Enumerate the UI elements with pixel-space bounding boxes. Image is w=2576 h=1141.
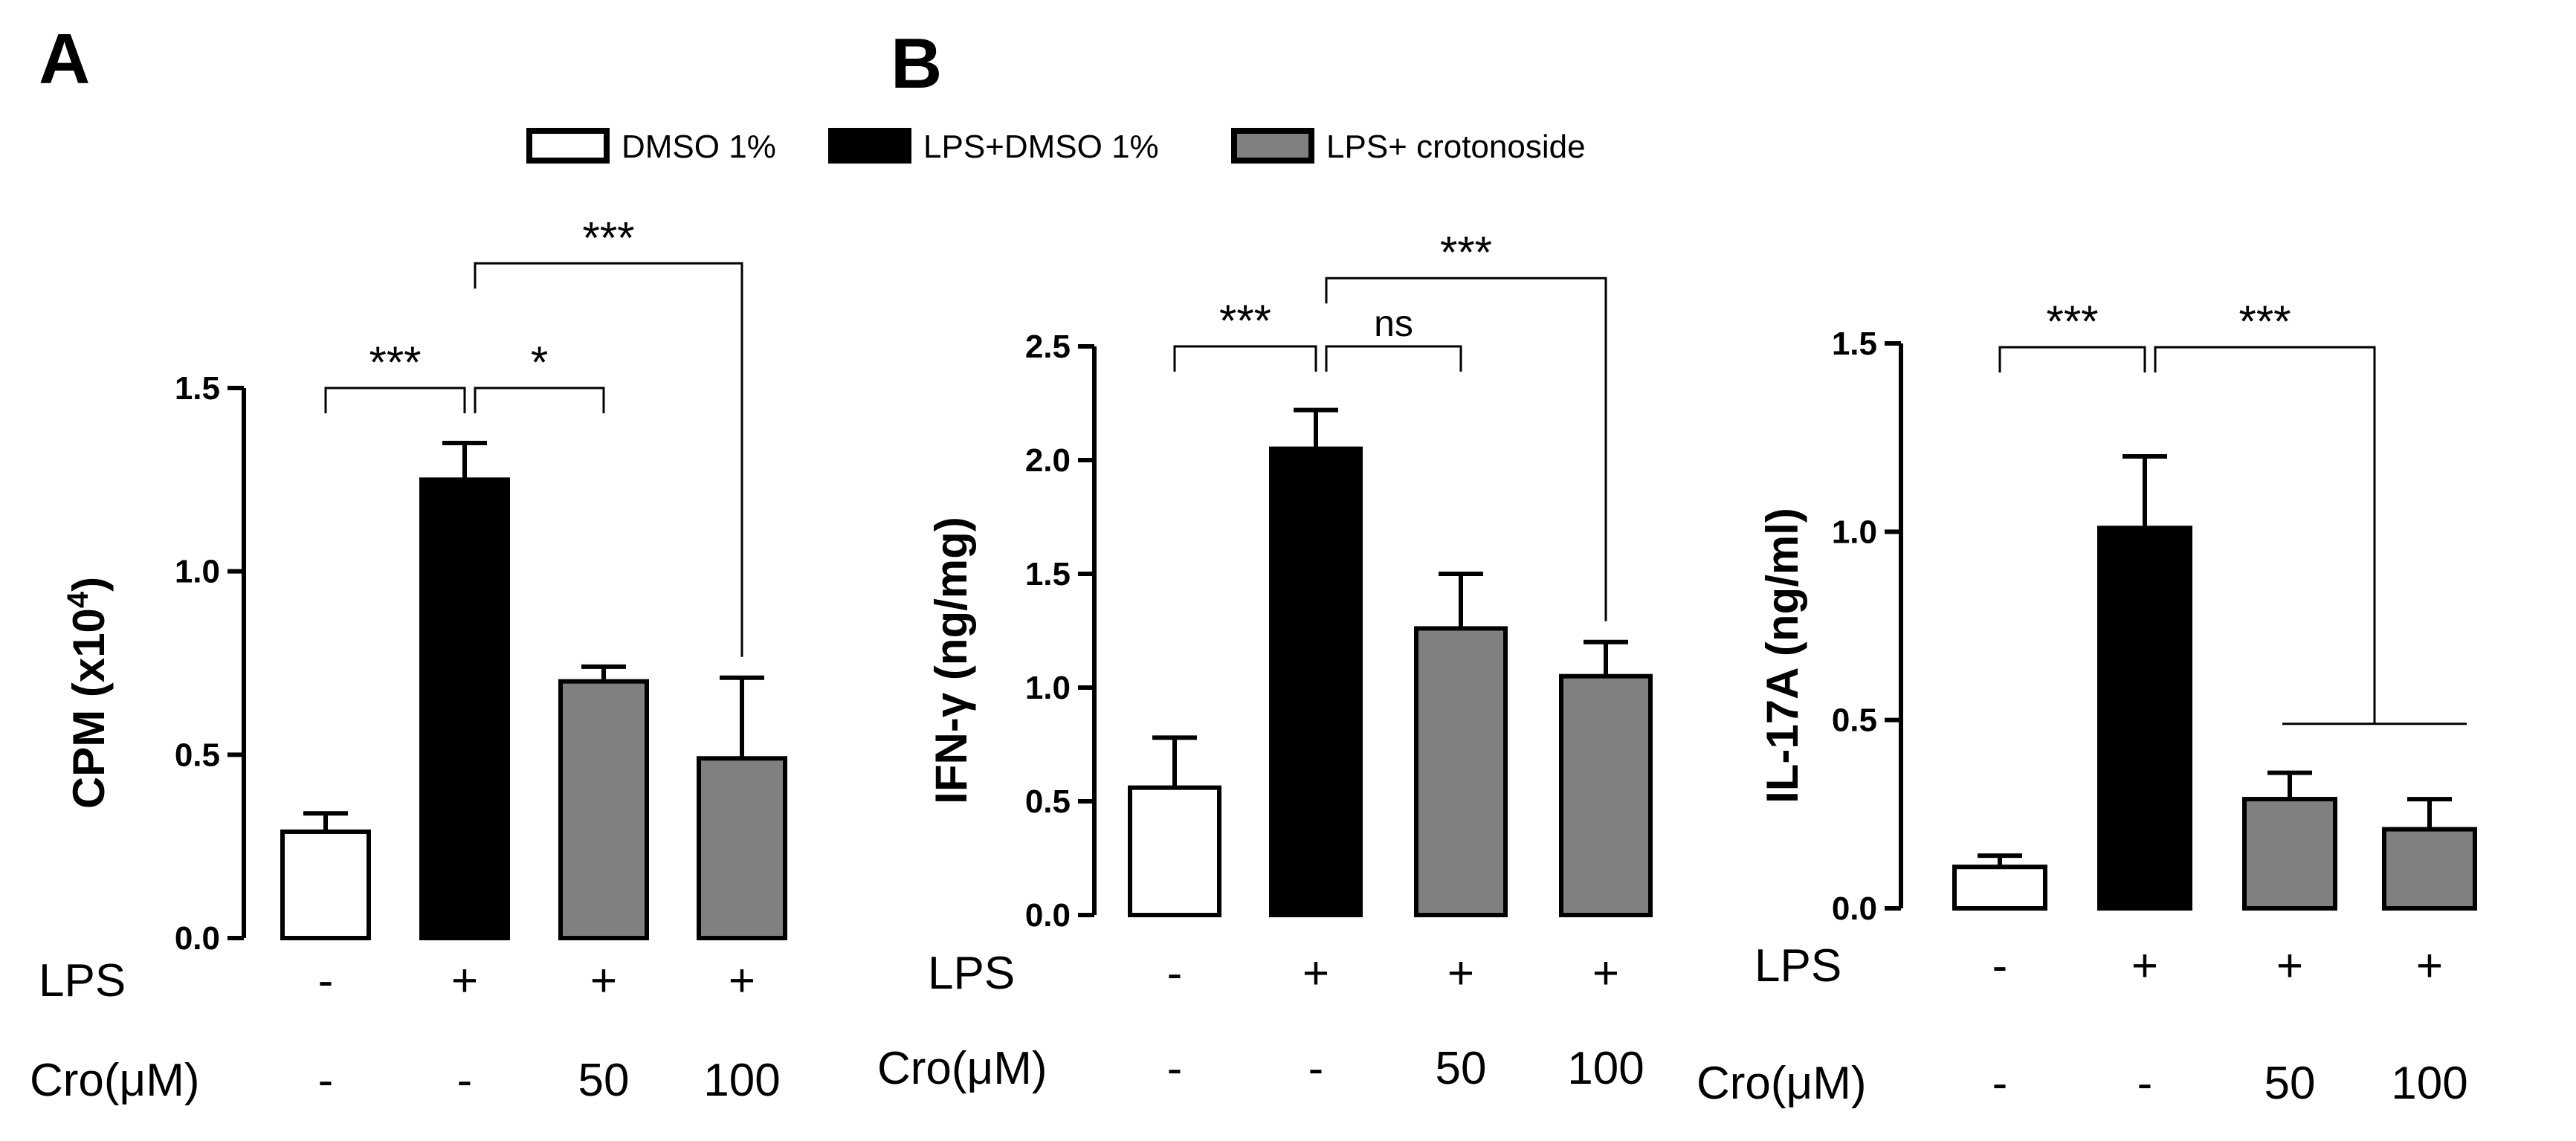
significance-label: ns — [1374, 303, 1413, 344]
significance-bracket — [324, 387, 466, 413]
panel-label-b: B — [891, 24, 942, 103]
bar — [697, 756, 787, 940]
cro-value: - — [1167, 1043, 1183, 1094]
cro-value: - — [1992, 1058, 2008, 1109]
significance-bracket — [1325, 345, 1462, 372]
lps-value: - — [1167, 948, 1183, 999]
lps-row-label: LPS — [1755, 940, 1841, 992]
cro-row-label: Cro(μM) — [1697, 1058, 1867, 1109]
cro-value: 100 — [2391, 1058, 2467, 1109]
lps-value: + — [2416, 940, 2443, 992]
bar — [1128, 785, 1221, 918]
significance-bracket — [1173, 345, 1317, 372]
significance-label: *** — [2046, 297, 2098, 346]
bar — [1952, 864, 2047, 911]
legend-swatch-lps-dmso — [828, 128, 911, 164]
y-tick-label: 1.0 — [175, 554, 220, 590]
lps-value: + — [1447, 948, 1474, 999]
chart-c: 0.0 0.5 1.0 1.5 IL-17A (ng/ml) *** *** LPS Cro(μ… — [1697, 297, 2477, 1109]
lps-row-label: LPS — [39, 955, 126, 1006]
significance-bracket — [2154, 346, 2376, 724]
y-tick-label: 0.5 — [175, 737, 220, 773]
y-axis-label-end: ) — [64, 577, 114, 592]
lps-value: + — [729, 955, 755, 1006]
bar — [1269, 446, 1363, 917]
y-tick-label: 1.5 — [1025, 556, 1071, 592]
cro-row-label: Cro(μM) — [877, 1043, 1047, 1094]
significance-label: *** — [2238, 297, 2291, 346]
y-axis-label: CPM (x104) — [62, 577, 114, 809]
legend-swatch-lps-crotonoside — [1231, 128, 1314, 164]
lps-value: + — [1302, 948, 1329, 999]
cro-value: 50 — [2265, 1058, 2316, 1109]
bar — [558, 679, 649, 941]
significance-bracket — [1998, 346, 2146, 373]
bar — [2382, 827, 2477, 911]
significance-bracket — [474, 262, 743, 657]
legend-label-lps-crotonoside: LPS+ crotonoside — [1326, 129, 1586, 165]
legend-label-dmso: DMSO 1% — [622, 129, 776, 165]
cro-value: - — [318, 1055, 334, 1106]
bar — [2097, 526, 2192, 911]
y-tick-label: 1.0 — [1025, 670, 1071, 706]
chart-b: 0.0 0.5 1.0 1.5 2.0 2.5 IFN-γ (ng/mg) *** ns *** L… — [877, 227, 1653, 1094]
bar — [2242, 797, 2337, 911]
significance-label: *** — [1440, 227, 1492, 277]
cro-value: 100 — [703, 1055, 780, 1106]
lps-value: + — [590, 955, 617, 1006]
cro-value: 100 — [1567, 1043, 1644, 1094]
lps-row-label: LPS — [928, 948, 1015, 999]
y-tick-label: 0.5 — [1025, 783, 1071, 820]
lps-value: + — [451, 955, 478, 1006]
lps-value: + — [1592, 948, 1619, 999]
legend: DMSO 1% LPS+DMSO 1% LPS+ crotonoside — [526, 128, 1586, 165]
legend-swatch-dmso — [526, 128, 610, 164]
bar — [1414, 626, 1508, 917]
y-axis-label: IL-17A (ng/ml) — [1757, 508, 1807, 804]
y-tick-label: 1.0 — [1832, 514, 1877, 550]
significance-bracket — [474, 387, 605, 413]
y-tick-label: 2.0 — [1025, 442, 1071, 479]
y-tick-label: 1.5 — [175, 370, 220, 407]
cro-value: 50 — [1436, 1043, 1487, 1094]
bar — [280, 829, 371, 941]
cro-row-label: Cro(μM) — [30, 1055, 200, 1106]
significance-label: *** — [1219, 296, 1271, 346]
cro-value: - — [1308, 1043, 1324, 1094]
cro-value: - — [457, 1055, 473, 1106]
bar — [1559, 673, 1653, 917]
lps-value: - — [318, 955, 334, 1006]
lps-value: - — [1992, 940, 2008, 992]
legend-label-lps-dmso: LPS+DMSO 1% — [923, 129, 1159, 165]
y-axis-label: IFN-γ (ng/mg) — [926, 517, 976, 804]
significance-bracket — [1325, 277, 1607, 621]
y-axis-label-superscript: 4 — [62, 591, 94, 608]
significance-label: *** — [582, 213, 634, 262]
lps-value: + — [2276, 940, 2303, 992]
significance-label: *** — [369, 337, 421, 387]
cro-value: - — [2137, 1058, 2153, 1109]
y-tick-label: 0.0 — [1832, 891, 1877, 927]
panel-label-a: A — [39, 19, 90, 99]
y-tick-label: 2.5 — [1025, 329, 1071, 365]
significance-label: * — [531, 337, 548, 387]
y-tick-label: 0.0 — [175, 920, 220, 957]
cro-value: 50 — [578, 1055, 630, 1106]
lps-value: + — [2131, 940, 2158, 992]
y-tick-label: 1.5 — [1832, 326, 1877, 362]
y-tick-label: 0.0 — [1025, 897, 1071, 934]
bar — [419, 477, 510, 940]
y-tick-label: 0.5 — [1832, 702, 1877, 739]
